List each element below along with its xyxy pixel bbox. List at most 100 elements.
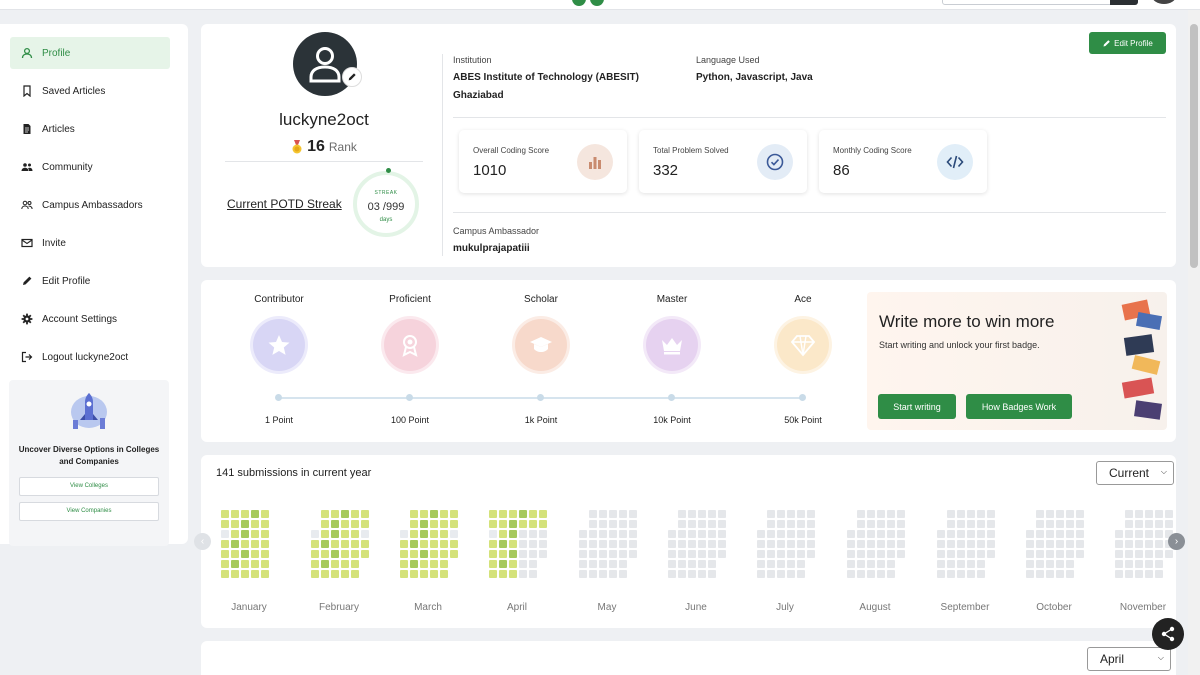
heatmap-cell[interactable] (410, 540, 418, 548)
heatmap-cell[interactable] (1066, 570, 1074, 578)
heatmap-cell[interactable] (440, 570, 448, 578)
sidebar-item-edit-profile[interactable]: Edit Profile (10, 265, 170, 297)
heatmap-cell[interactable] (599, 570, 607, 578)
heatmap-cell[interactable] (957, 540, 965, 548)
heatmap-cell[interactable] (1115, 560, 1123, 568)
heatmap-cell[interactable] (619, 550, 627, 558)
heatmap-cell[interactable] (957, 560, 965, 568)
heatmap-cell[interactable] (877, 550, 885, 558)
heatmap-cell[interactable] (1145, 550, 1153, 558)
badge-scholar[interactable]: Scholar (501, 294, 581, 371)
heatmap-cell[interactable] (1165, 550, 1173, 558)
heatmap-cell[interactable] (619, 520, 627, 528)
heatmap-cell[interactable] (937, 570, 945, 578)
heatmap-cell[interactable] (361, 520, 369, 528)
heatmap-cell[interactable] (757, 570, 765, 578)
heatmap-cell[interactable] (231, 520, 239, 528)
heatmap-cell[interactable] (420, 510, 428, 518)
heatmap-cell[interactable] (718, 540, 726, 548)
heatmap-cell[interactable] (787, 520, 795, 528)
heatmap-cell[interactable] (589, 520, 597, 528)
sidebar-item-invite[interactable]: Invite (10, 227, 170, 259)
heatmap-cell[interactable] (241, 550, 249, 558)
how-badges-work-button[interactable]: How Badges Work (966, 394, 1072, 419)
heatmap-cell[interactable] (867, 560, 875, 568)
heatmap-cell[interactable] (341, 560, 349, 568)
heatmap-cell[interactable] (331, 540, 339, 548)
heatmap-cell[interactable] (251, 510, 259, 518)
heatmap-cell[interactable] (519, 520, 527, 528)
heatmap-cell[interactable] (221, 510, 229, 518)
heatmap-cell[interactable] (1135, 520, 1143, 528)
heatmap-cell[interactable] (589, 550, 597, 558)
heatmap-cell[interactable] (1115, 570, 1123, 578)
heatmap-cell[interactable] (967, 520, 975, 528)
sidebar-item-logout[interactable]: Logout luckyne2oct (10, 341, 170, 373)
heatmap-cell[interactable] (351, 530, 359, 538)
heatmap-cell[interactable] (887, 530, 895, 538)
sidebar-item-profile[interactable]: Profile (10, 37, 170, 69)
heatmap-cell[interactable] (241, 510, 249, 518)
heatmap-cell[interactable] (708, 540, 716, 548)
heatmap-cell[interactable] (450, 550, 458, 558)
heatmap-cell[interactable] (1165, 530, 1173, 538)
edit-avatar-icon[interactable] (342, 67, 362, 87)
heatmap-cell[interactable] (678, 510, 686, 518)
heatmap-cell[interactable] (668, 550, 676, 558)
heatmap-cell[interactable] (361, 550, 369, 558)
heatmap-cell[interactable] (1076, 520, 1084, 528)
heatmap-cell[interactable] (1076, 550, 1084, 558)
badge-contributor[interactable]: Contributor (239, 294, 319, 371)
heatmap-cell[interactable] (509, 520, 517, 528)
heatmap-cell[interactable] (1066, 540, 1074, 548)
heatmap-cell[interactable] (767, 540, 775, 548)
heatmap-cell[interactable] (1036, 570, 1044, 578)
heatmap-cell[interactable] (1135, 510, 1143, 518)
heatmap-cell[interactable] (887, 520, 895, 528)
heatmap-cell[interactable] (757, 540, 765, 548)
heatmap-cell[interactable] (1046, 510, 1054, 518)
heatmap-cell[interactable] (519, 530, 527, 538)
heatmap-cell[interactable] (529, 540, 537, 548)
heatmap-cell[interactable] (251, 560, 259, 568)
heatmap-cell[interactable] (440, 560, 448, 568)
heatmap-cell[interactable] (261, 540, 269, 548)
heatmap-cell[interactable] (877, 530, 885, 538)
heatmap-cell[interactable] (977, 510, 985, 518)
heatmap-cell[interactable] (251, 520, 259, 528)
heatmap-cell[interactable] (698, 560, 706, 568)
heatmap-cell[interactable] (261, 570, 269, 578)
heatmap-cell[interactable] (887, 550, 895, 558)
heatmap-cell[interactable] (1145, 520, 1153, 528)
heatmap-cell[interactable] (947, 540, 955, 548)
heatmap-cell[interactable] (609, 560, 617, 568)
heatmap-cell[interactable] (321, 530, 329, 538)
heatmap-cell[interactable] (947, 560, 955, 568)
heatmap-cell[interactable] (967, 560, 975, 568)
heatmap-cell[interactable] (877, 570, 885, 578)
heatmap-cell[interactable] (1155, 540, 1163, 548)
heatmap-cell[interactable] (400, 530, 408, 538)
heatmap-cell[interactable] (1135, 530, 1143, 538)
heatmap-cell[interactable] (857, 570, 865, 578)
heatmap-next-arrow[interactable]: › (1168, 533, 1185, 550)
heatmap-cell[interactable] (361, 540, 369, 548)
heatmap-cell[interactable] (678, 570, 686, 578)
heatmap-cell[interactable] (967, 550, 975, 558)
heatmap-cell[interactable] (1125, 550, 1133, 558)
heatmap-cell[interactable] (767, 560, 775, 568)
heatmap-cell[interactable] (509, 540, 517, 548)
heatmap-cell[interactable] (1036, 520, 1044, 528)
heatmap-cell[interactable] (1026, 550, 1034, 558)
heatmap-cell[interactable] (787, 570, 795, 578)
heatmap-cell[interactable] (400, 550, 408, 558)
heatmap-cell[interactable] (887, 570, 895, 578)
heatmap-cell[interactable] (351, 570, 359, 578)
heatmap-cell[interactable] (897, 530, 905, 538)
heatmap-cell[interactable] (1056, 530, 1064, 538)
heatmap-cell[interactable] (489, 540, 497, 548)
heatmap-cell[interactable] (420, 550, 428, 558)
heatmap-cell[interactable] (688, 570, 696, 578)
heatmap-cell[interactable] (1125, 530, 1133, 538)
heatmap-cell[interactable] (509, 560, 517, 568)
